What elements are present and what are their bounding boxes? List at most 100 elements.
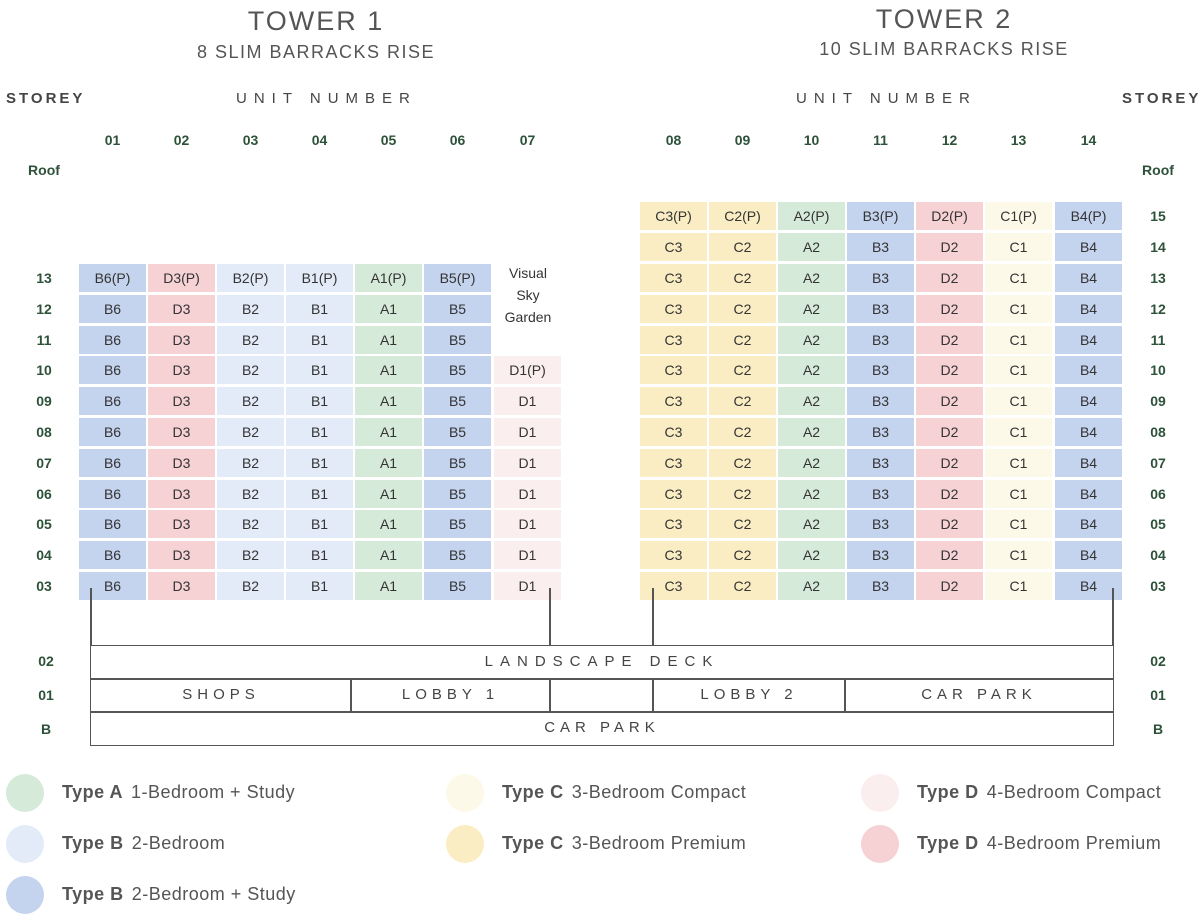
unit-number-header-tower1: UNIT NUMBER [236,90,417,107]
unit-cell: C3 [640,325,707,354]
storey-label-03-right: 03 [1150,578,1166,594]
unit-cell: D1 [494,572,561,600]
legend-item: Type C 3-Bedroom Compact [502,782,746,803]
unit-cell: D1 [494,541,561,570]
unit-cell: B5 [424,479,491,508]
unit-cell: B1 [286,479,353,508]
lobby2-box: LOBBY 2 [652,678,846,713]
unit-cell: B2 [217,510,284,539]
unit-cell: C3 [640,233,707,262]
unit-cell: D2 [916,510,983,539]
unit-cell: B4 [1055,264,1122,292]
unit-cell: C3 [640,264,707,292]
unit-cell: D2 [916,448,983,477]
unit-cell: B3 [847,448,914,477]
legend-swatch [6,774,44,812]
unit-cell: B1 [286,418,353,446]
shops-box: SHOPS [90,678,352,713]
tower2-title: TOWER 2 [875,4,1013,34]
legend-type: Type A [62,782,124,802]
tower1-unit-header-07: 07 [519,132,536,148]
unit-cell: B4 [1055,572,1122,600]
unit-cell: B3 [847,233,914,262]
storey-label-13-right: 13 [1150,270,1166,286]
storey-label-07-right: 07 [1150,454,1166,471]
unit-cell: C3 [640,356,707,385]
legend-description: 4-Bedroom Compact [986,782,1162,802]
unit-cell: C1 [985,264,1052,292]
legend-swatch [6,825,44,863]
unit-cell: C2 [709,448,776,477]
storey-label-03-left: 03 [36,578,52,594]
tower2-right-column-line [1112,588,1114,646]
storey-label-08-right: 08 [1150,424,1166,440]
unit-cell: B1 [286,541,353,570]
unit-cell: B3 [847,294,914,323]
unit-cell: B4 [1055,541,1122,570]
unit-cell: B6 [79,418,146,446]
unit-cell: A2 [778,418,845,446]
unit-cell: C2 [709,572,776,600]
unit-cell: B5 [424,294,491,323]
storey-label-12-left: 12 [36,300,52,317]
storey-label-12-right: 12 [1150,300,1166,317]
unit-cell: D3 [148,448,215,477]
unit-cell: B5 [424,541,491,570]
unit-cell: B2 [217,448,284,477]
legend-swatch [446,774,484,812]
unit-cell: D1 [494,510,561,539]
legend-description: 3-Bedroom Compact [571,782,747,802]
unit-cell: A1 [355,294,422,323]
unit-cell: C3 [640,572,707,600]
legend-type: Type C [502,782,564,802]
tower1-unit-header-02: 02 [173,132,190,148]
unit-cell: A2 [778,264,845,292]
unit-cell: C3 [640,294,707,323]
storey-label-06-right: 06 [1150,485,1166,502]
unit-cell: A2 [778,541,845,570]
legend-type: Type B [62,833,124,853]
unit-cell: B5 [424,418,491,446]
unit-cell: B3 [847,356,914,385]
unit-cell: B4 [1055,448,1122,477]
unit-cell: C1 [985,510,1052,539]
tower1-title: TOWER 1 [247,6,385,36]
unit-cell: B5(P) [424,264,491,292]
unit-cell: D2 [916,356,983,385]
unit-cell: A1 [355,325,422,354]
unit-cell: D3 [148,418,215,446]
unit-cell: D3(P) [148,264,215,292]
car-park-b-label: CAR PARK [544,719,660,736]
storey-label-15-right: 15 [1150,208,1166,225]
unit-cell: B2 [217,479,284,508]
unit-cell: C3 [640,479,707,508]
tower1-right-column-line [549,588,551,646]
unit-cell: B3 [847,479,914,508]
unit-cell: B6 [79,294,146,323]
unit-cell: B5 [424,572,491,600]
unit-cell: D2 [916,325,983,354]
unit-cell: B1 [286,356,353,385]
unit-cell: B4(P) [1055,202,1122,231]
unit-cell: B2(P) [217,264,284,292]
storey-header-left: STOREY [6,90,86,107]
unit-cell: B1 [286,387,353,416]
unit-cell: D2 [916,387,983,416]
unit-cell: C2 [709,418,776,446]
unit-cell: B3 [847,418,914,446]
landscape-deck: LANDSCAPE DECK [90,645,1114,680]
unit-cell: C1 [985,325,1052,354]
storey-b-right: B [1152,721,1164,737]
car-park-01-box: CAR PARK [844,678,1114,713]
tower1-unit-header-05: 05 [380,132,397,148]
unit-cell: B6 [79,510,146,539]
unit-cell: B6 [79,356,146,385]
legend-description: 1-Bedroom + Study [131,782,296,802]
tower2-unit-header-09: 09 [734,132,751,148]
unit-cell: A1 [355,448,422,477]
unit-cell: D3 [148,541,215,570]
legend-item: Type D 4-Bedroom Compact [917,782,1161,803]
unit-cell: A2 [778,479,845,508]
storey-label-11-right: 11 [1150,331,1166,348]
tower2-unit-header-14: 14 [1080,132,1097,148]
